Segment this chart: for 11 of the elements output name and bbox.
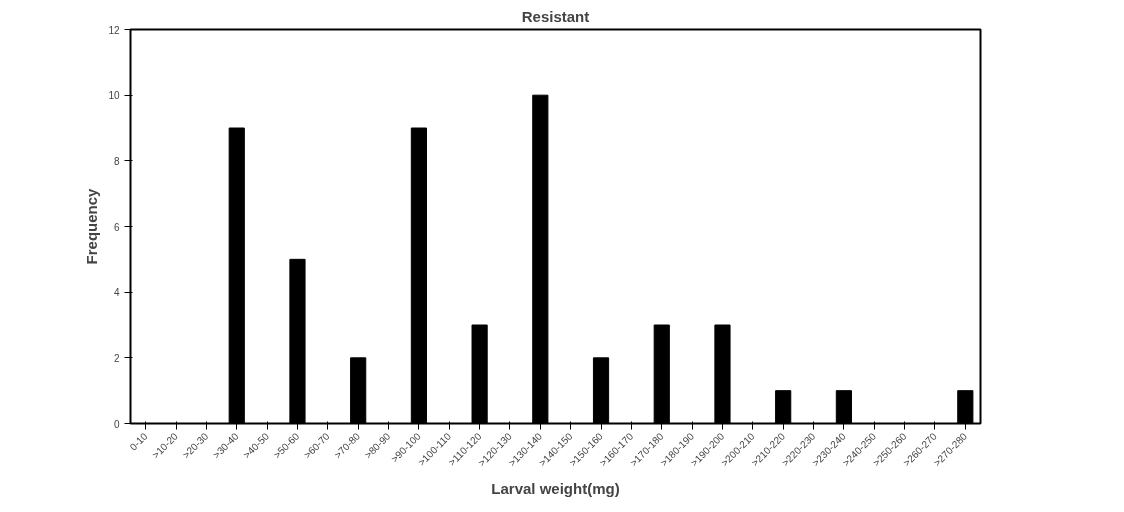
x-tick-label: 0-10 bbox=[127, 430, 150, 453]
y-tick-label: 2 bbox=[113, 352, 120, 364]
y-tick-label: 8 bbox=[113, 155, 120, 167]
y-tick-label: 4 bbox=[113, 287, 120, 299]
y-tick-label: 12 bbox=[108, 24, 120, 36]
chart-title: Resistant bbox=[521, 7, 590, 25]
y-tick-label: 6 bbox=[113, 221, 120, 233]
y-axis-title: Frequency bbox=[83, 187, 101, 265]
x-axis-title: Larval weight(mg) bbox=[491, 480, 620, 498]
y-tick-label: 10 bbox=[108, 90, 120, 102]
y-tick-label: 0 bbox=[113, 418, 120, 430]
